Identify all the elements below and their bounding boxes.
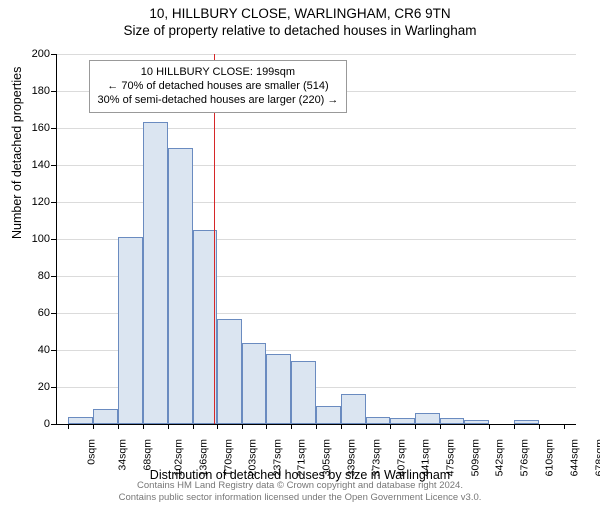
- histogram-bar: [341, 394, 366, 424]
- y-tick-label: 60: [16, 307, 50, 319]
- annotation-box: 10 HILLBURY CLOSE: 199sqm← 70% of detach…: [89, 60, 348, 113]
- y-tick-label: 40: [16, 344, 50, 356]
- histogram-bar: [68, 417, 93, 424]
- y-tick-label: 80: [16, 270, 50, 282]
- histogram-bar: [118, 237, 143, 424]
- x-tick: [564, 424, 565, 429]
- x-tick: [464, 424, 465, 429]
- y-tick-label: 100: [16, 233, 50, 245]
- histogram-bar: [316, 406, 341, 425]
- y-tick-label: 0: [16, 418, 50, 430]
- annotation-line1: 10 HILLBURY CLOSE: 199sqm: [98, 66, 339, 80]
- histogram-bar: [291, 361, 316, 424]
- footer-line1: Contains HM Land Registry data © Crown c…: [0, 480, 600, 491]
- x-tick: [316, 424, 317, 429]
- histogram-bar: [93, 409, 118, 424]
- x-tick: [440, 424, 441, 429]
- x-tick: [341, 424, 342, 429]
- y-tick-label: 180: [16, 85, 50, 97]
- x-tick: [242, 424, 243, 429]
- x-tick: [514, 424, 515, 429]
- y-tick-label: 140: [16, 159, 50, 171]
- histogram-bar: [266, 354, 291, 424]
- x-tick: [539, 424, 540, 429]
- x-tick: [266, 424, 267, 429]
- annotation-line2: ← 70% of detached houses are smaller (51…: [98, 80, 339, 94]
- footer-line2: Contains public sector information licen…: [0, 492, 600, 503]
- chart-title-line1: 10, HILLBURY CLOSE, WARLINGHAM, CR6 9TN: [0, 6, 600, 21]
- x-tick: [489, 424, 490, 429]
- chart-title-line2: Size of property relative to detached ho…: [0, 23, 600, 38]
- chart-area: 02040608010012014016018020010 HILLBURY C…: [56, 54, 576, 424]
- x-tick: [366, 424, 367, 429]
- histogram-bar: [242, 343, 267, 424]
- x-tick: [168, 424, 169, 429]
- plot-area: 02040608010012014016018020010 HILLBURY C…: [56, 54, 576, 424]
- histogram-bar: [366, 417, 391, 424]
- x-tick: [93, 424, 94, 429]
- x-tick: [390, 424, 391, 429]
- x-tick-label: 0sqm: [86, 439, 98, 465]
- y-axis-line: [56, 54, 57, 424]
- gridline: [56, 165, 576, 166]
- y-tick-label: 20: [16, 381, 50, 393]
- gridline: [56, 54, 576, 55]
- histogram-bar: [415, 413, 440, 424]
- histogram-bar: [217, 319, 242, 424]
- x-tick-label: 68sqm: [142, 439, 154, 471]
- y-tick-label: 120: [16, 196, 50, 208]
- histogram-bar: [143, 122, 168, 424]
- gridline: [56, 128, 576, 129]
- x-tick: [143, 424, 144, 429]
- gridline: [56, 202, 576, 203]
- x-tick: [415, 424, 416, 429]
- y-tick-label: 200: [16, 48, 50, 60]
- x-tick-label: 34sqm: [117, 439, 129, 471]
- histogram-bar: [168, 148, 193, 424]
- annotation-line3: 30% of semi-detached houses are larger (…: [98, 94, 339, 108]
- x-tick: [68, 424, 69, 429]
- x-tick: [193, 424, 194, 429]
- x-tick: [118, 424, 119, 429]
- x-tick: [291, 424, 292, 429]
- y-tick-label: 160: [16, 122, 50, 134]
- x-tick: [217, 424, 218, 429]
